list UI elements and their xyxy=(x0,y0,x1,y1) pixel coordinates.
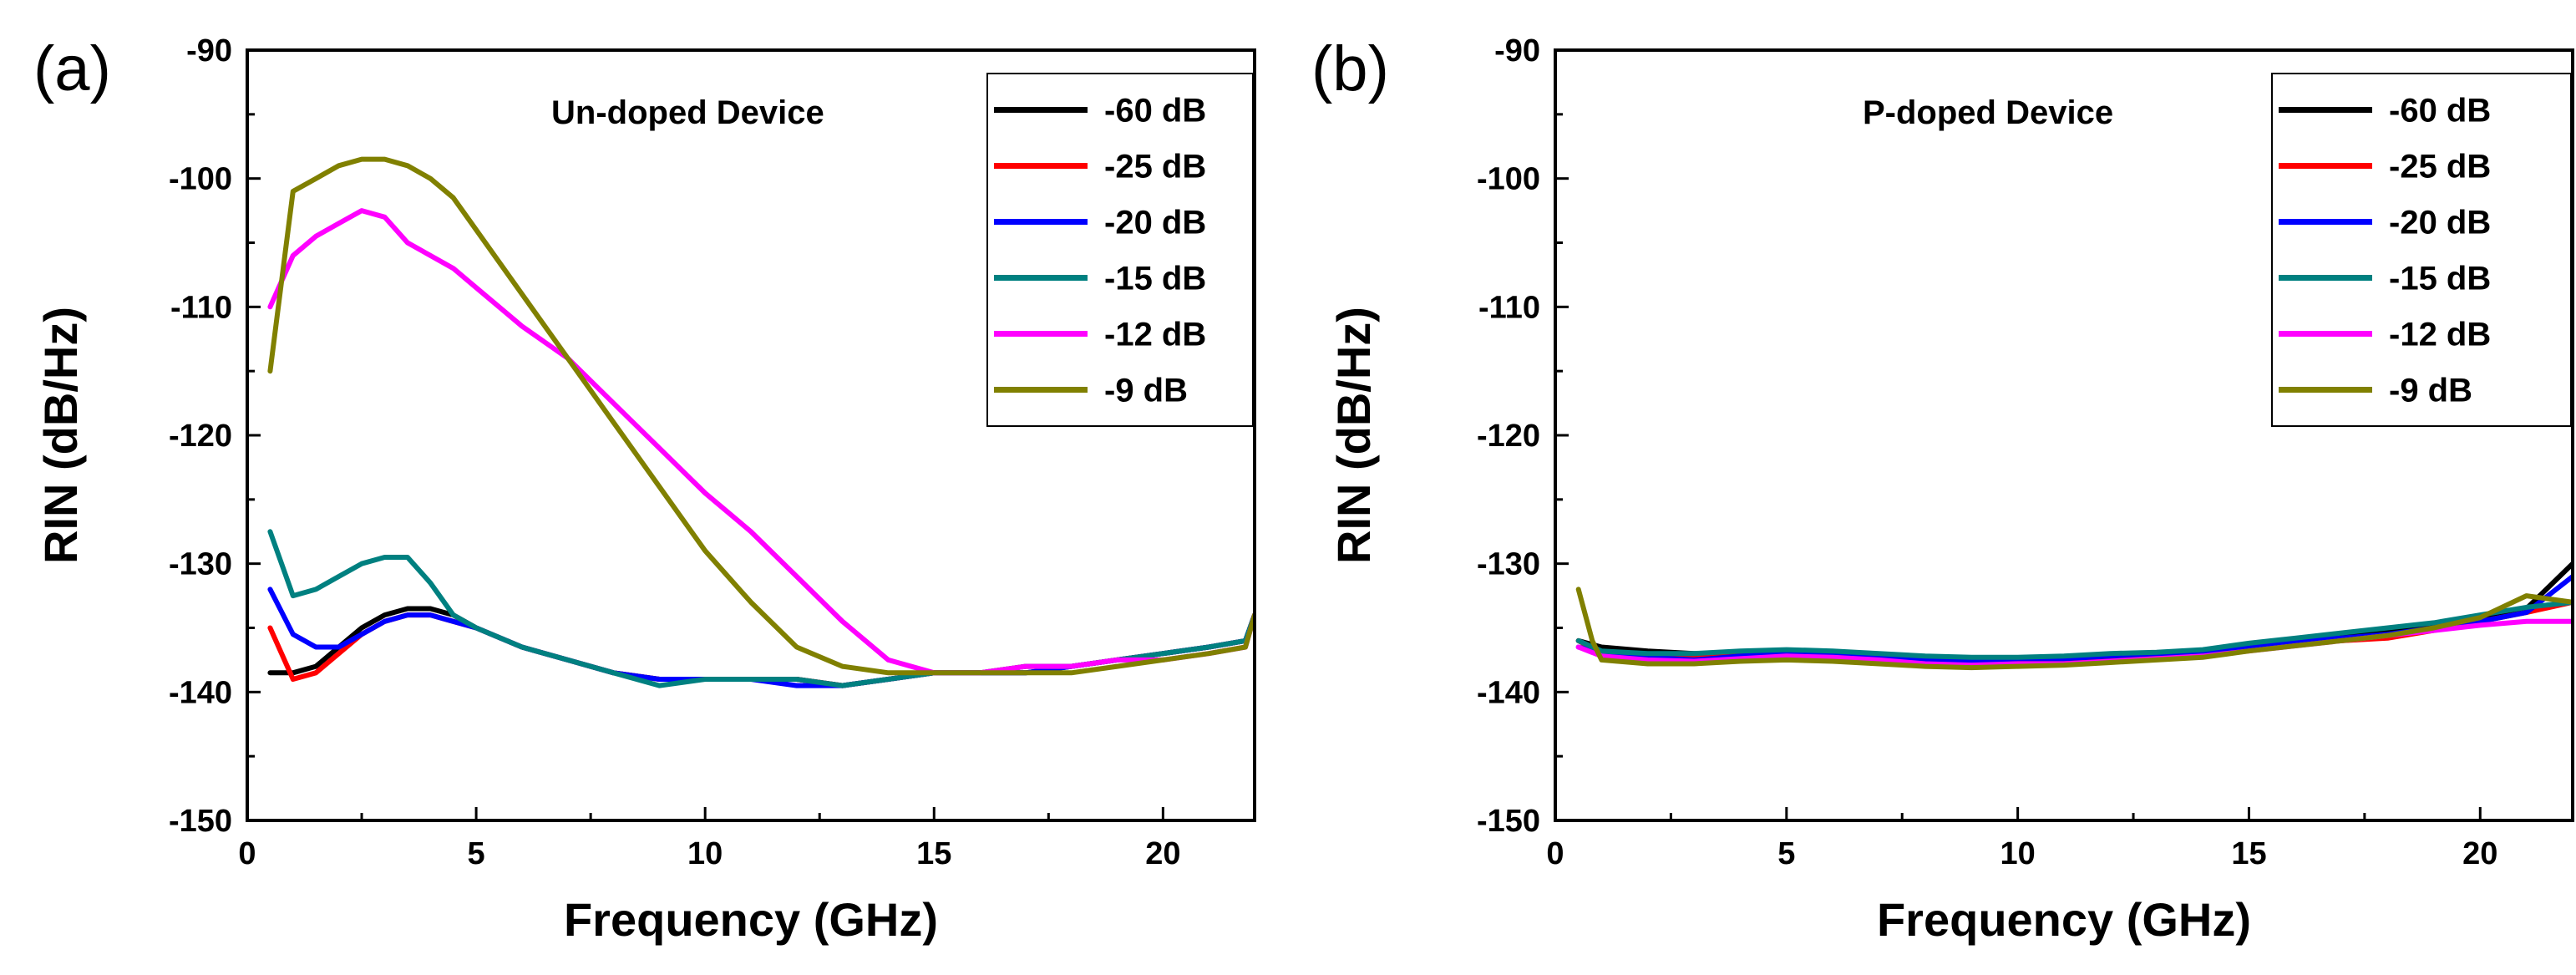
y-tick-label: -90 xyxy=(186,33,232,69)
legend-label: -25 dB xyxy=(2389,149,2491,185)
series-group xyxy=(1575,561,2573,671)
y-tick-label: -100 xyxy=(169,162,232,197)
legend-box xyxy=(2271,73,2572,427)
y-tick-label: -120 xyxy=(1477,419,1540,454)
y-tick-label: -110 xyxy=(1478,290,1540,325)
legend-label: -15 dB xyxy=(2389,261,2491,297)
x-axis-title: Frequency (GHz) xyxy=(1877,893,2251,946)
x-tick-label: 15 xyxy=(2231,836,2266,871)
y-axis-title: RIN (dB/Hz) xyxy=(34,307,87,564)
y-tick-label: -90 xyxy=(1494,33,1540,69)
y-tick-label: -150 xyxy=(1477,804,1540,839)
y-tick-label: -130 xyxy=(1477,547,1540,582)
x-tick-label: 5 xyxy=(1777,836,1795,871)
x-tick-label: 0 xyxy=(1546,836,1564,871)
legend-label: -20 dB xyxy=(1104,205,1206,241)
series-line-neg9dB xyxy=(267,156,1255,676)
legend: -60 dB -25 dB -20 dB -15 dB -12 dB -9 dB xyxy=(986,73,1254,427)
legend-label: -9 dB xyxy=(1104,373,1188,409)
legend: -60 dB -25 dB -20 dB -15 dB -12 dB -9 dB xyxy=(2271,73,2572,427)
legend-label: -12 dB xyxy=(1104,317,1206,353)
device-annotation: Un-doped Device xyxy=(551,94,824,131)
series-line-neg20dB xyxy=(1575,574,2573,664)
series-group xyxy=(267,156,1255,688)
legend-label: -12 dB xyxy=(2389,317,2491,353)
x-tick-label: 10 xyxy=(2000,836,2035,871)
legend-box xyxy=(986,73,1254,427)
x-tick-label: 20 xyxy=(1145,836,1180,871)
legend-label: -60 dB xyxy=(1104,93,1206,129)
panel-label: (a) xyxy=(33,33,111,104)
legend-label: -25 dB xyxy=(1104,149,1206,185)
y-tick-label: -100 xyxy=(1477,162,1540,197)
series-line-neg20dB xyxy=(267,587,1255,688)
y-tick-label: -140 xyxy=(169,675,232,710)
legend-label: -60 dB xyxy=(2389,93,2491,129)
x-tick-label: 0 xyxy=(238,836,256,871)
legend-label: -20 dB xyxy=(2389,205,2491,241)
y-tick-label: -120 xyxy=(169,419,232,454)
series-line-neg12dB xyxy=(267,208,1255,676)
x-tick-label: 20 xyxy=(2462,836,2497,871)
series-line-neg60dB xyxy=(1575,561,2573,663)
legend-label: -15 dB xyxy=(1104,261,1206,297)
legend-label: -9 dB xyxy=(2389,373,2472,409)
x-tick-label: 10 xyxy=(687,836,723,871)
series-line-neg60dB xyxy=(267,606,1255,688)
series-line-neg9dB xyxy=(1575,587,2573,671)
y-axis-title: RIN (dB/Hz) xyxy=(1327,307,1380,564)
panel-a: 0 5 10 15 20 -150 -140 -130 -120 -110 -100 -90 Frequ… xyxy=(33,33,1256,946)
y-tick-label: -150 xyxy=(169,804,232,839)
x-tick-label: 15 xyxy=(916,836,951,871)
panel-label: (b) xyxy=(1311,33,1389,104)
y-tick-label: -130 xyxy=(169,547,232,582)
y-tick-label: -140 xyxy=(1477,675,1540,710)
device-annotation: P-doped Device xyxy=(1863,94,2113,131)
x-axis-title: Frequency (GHz) xyxy=(564,893,938,946)
series-line-neg15dB xyxy=(1575,599,2573,660)
y-tick-label: -110 xyxy=(170,290,232,325)
x-tick-label: 5 xyxy=(468,836,485,871)
series-line-neg25dB xyxy=(267,612,1255,688)
panel-b: 0 5 10 15 20 -150 -140 -130 -120 -110 -100 -90 Frequ… xyxy=(1311,33,2574,946)
